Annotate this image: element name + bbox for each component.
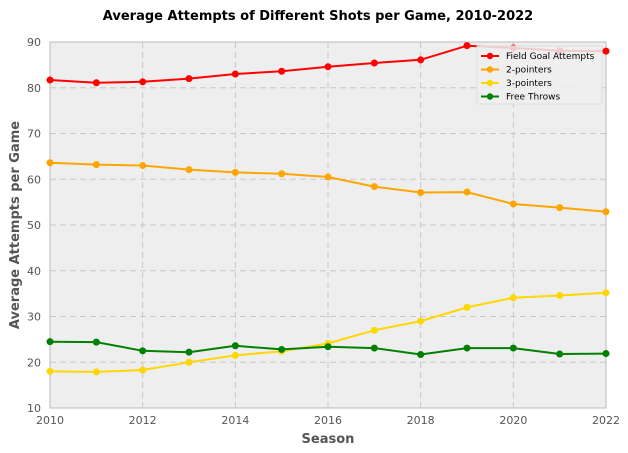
data-point	[92, 79, 100, 87]
data-point	[139, 162, 147, 170]
data-point	[92, 161, 100, 169]
y-tick-label: 70	[27, 128, 41, 141]
y-tick-label: 10	[27, 402, 41, 415]
y-tick-label: 80	[27, 82, 41, 95]
data-point	[556, 350, 564, 358]
data-point	[139, 78, 147, 86]
data-point	[324, 343, 332, 351]
data-point	[556, 204, 564, 212]
y-tick-label: 60	[27, 173, 41, 186]
data-point	[92, 338, 100, 346]
data-point	[231, 351, 239, 359]
data-point	[370, 344, 378, 352]
data-point	[370, 326, 378, 334]
data-point	[185, 348, 193, 356]
legend-marker	[486, 79, 494, 87]
legend-marker	[486, 93, 494, 100]
data-point	[602, 350, 610, 358]
data-point	[509, 344, 517, 352]
series-free-throws	[46, 338, 610, 358]
data-point	[46, 159, 54, 167]
data-point	[324, 173, 332, 181]
x-tick-label: 2022	[592, 414, 620, 427]
data-point	[417, 317, 425, 325]
y-tick-label: 50	[27, 219, 41, 232]
data-point	[417, 189, 425, 197]
legend-label: Free Throws	[506, 93, 561, 103]
data-point	[278, 345, 286, 353]
chart-title: Average Attempts of Different Shots per …	[103, 9, 533, 24]
data-point	[417, 350, 425, 358]
data-point	[602, 208, 610, 216]
data-point	[231, 70, 239, 78]
legend-item: Field Goal Attempts	[481, 52, 595, 62]
x-tick-label: 2020	[499, 414, 527, 427]
data-point	[370, 59, 378, 67]
y-tick-label: 30	[27, 311, 41, 324]
x-tick-label: 2010	[36, 414, 64, 427]
data-point	[46, 367, 54, 375]
y-axis-ticks: 10 20 30 40 50 60 70 80 90	[27, 36, 41, 415]
legend-item: 2-pointers	[481, 66, 552, 76]
data-point	[602, 47, 610, 55]
data-point	[185, 358, 193, 366]
data-point	[231, 342, 239, 350]
data-point	[139, 366, 147, 374]
legend-item: Free Throws	[481, 93, 561, 103]
x-tick-label: 2012	[129, 414, 157, 427]
data-point	[602, 289, 610, 297]
y-tick-label: 90	[27, 36, 41, 49]
legend-label: 3-pointers	[506, 79, 552, 89]
data-point	[185, 166, 193, 174]
data-point	[370, 183, 378, 191]
data-point	[463, 188, 471, 196]
x-axis-label: Season	[302, 432, 355, 447]
y-axis-label: Average Attempts per Game	[8, 121, 23, 329]
data-point	[92, 368, 100, 376]
data-point	[556, 291, 564, 299]
data-point	[417, 56, 425, 64]
data-point	[463, 344, 471, 352]
legend-marker	[486, 66, 494, 73]
data-point	[463, 42, 471, 50]
x-tick-label: 2018	[407, 414, 435, 427]
data-point	[278, 170, 286, 178]
data-point	[46, 338, 54, 346]
y-tick-label: 20	[27, 356, 41, 369]
series-2-pointers	[46, 159, 610, 216]
data-point	[509, 200, 517, 208]
x-tick-label: 2014	[221, 414, 249, 427]
legend-marker	[486, 52, 494, 60]
data-point	[463, 303, 471, 311]
data-point	[185, 75, 193, 83]
data-point	[139, 347, 147, 355]
data-point	[231, 168, 239, 176]
data-point	[324, 63, 332, 71]
data-point	[46, 76, 54, 84]
data-point	[278, 67, 286, 75]
y-tick-label: 40	[27, 265, 41, 278]
legend: Field Goal Attempts 2-pointers 3-pointers F…	[476, 45, 603, 105]
x-axis-ticks: 2010 2012 2014 2016 2018 2020 2022	[36, 414, 620, 427]
legend-label: 2-pointers	[506, 66, 552, 76]
legend-label: Field Goal Attempts	[506, 52, 595, 62]
legend-item: 3-pointers	[481, 79, 552, 89]
x-tick-label: 2016	[314, 414, 342, 427]
data-point	[509, 294, 517, 302]
